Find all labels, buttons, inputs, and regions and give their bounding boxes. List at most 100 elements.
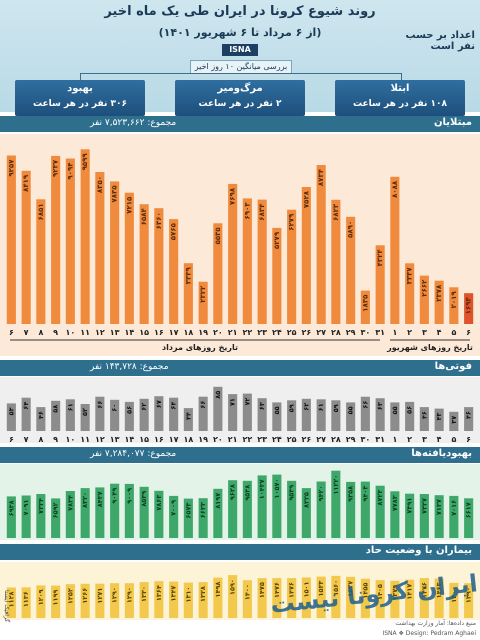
data-label: ۱۳۴۷	[170, 586, 178, 602]
tick-label: ۴	[437, 328, 442, 337]
data-label: ۹۰۴۹	[111, 488, 119, 504]
data-label: ۷۳۲۷	[420, 498, 428, 514]
bar	[301, 398, 311, 431]
data-label: ۶۲	[302, 403, 310, 411]
bar	[331, 400, 341, 431]
bar	[183, 582, 193, 618]
bar	[419, 407, 429, 431]
bar	[449, 582, 459, 618]
tick-label: ۵	[451, 435, 456, 443]
bar	[405, 401, 415, 431]
data-label: ۲۳۲۲	[199, 285, 207, 303]
bar	[51, 585, 61, 618]
bar	[80, 583, 90, 618]
data-label: ۴۶	[465, 411, 473, 419]
data-label: ۶۸۵۱	[37, 203, 45, 220]
bar	[65, 158, 75, 324]
data-label: ۱۶۹۳	[465, 296, 473, 314]
bar	[36, 494, 46, 538]
data-label: ۱۱۲۸	[7, 591, 15, 607]
tick-label: ۲۳	[257, 328, 267, 337]
average-label: بررسی میانگین ۱۰ روز اخیر	[190, 60, 292, 74]
data-label: ۱۳۷۹	[391, 585, 399, 601]
tick-label: ۳۱	[375, 328, 385, 337]
section-title: بیماران با وضعیت حاد	[365, 545, 472, 556]
bar	[375, 485, 385, 538]
data-label: ۶۴	[170, 402, 178, 410]
data-label: ۱۵۳۳	[317, 581, 325, 597]
bar	[36, 407, 46, 431]
tick-label: ۲۸	[331, 435, 341, 443]
data-label: ۷۱۳۷	[435, 499, 443, 515]
data-label: ۷۷۸۳	[391, 495, 399, 511]
tick-label: ۱۶	[154, 328, 164, 337]
bar	[419, 578, 429, 618]
data-label: ۱۲۷۱	[96, 588, 104, 604]
tick-label: ۲۷	[316, 435, 326, 443]
tick-label: ۲۱	[228, 435, 238, 443]
average-title: مرگ‌ومیر	[217, 83, 263, 94]
data-label: ۸۴۱۹	[22, 174, 30, 192]
bar	[331, 575, 341, 618]
tick-label: ۱۱	[80, 328, 90, 337]
data-label: ۸۷۳۴	[317, 168, 325, 186]
chart-background	[0, 464, 480, 540]
tick-label: ۲	[407, 328, 412, 337]
data-label: ۸۷۲۳	[376, 490, 384, 506]
data-label: ۶۶	[361, 401, 369, 409]
data-label: ۸۰۸۸	[391, 180, 399, 198]
data-label: ۶۵۷۳	[184, 503, 192, 519]
bar	[21, 170, 31, 324]
data-label: ۱۳۶۴	[155, 585, 163, 601]
tick-label: ۲۱	[228, 328, 238, 337]
tick-label: ۳۱	[375, 435, 385, 443]
data-label: ۱۴۰۰	[243, 584, 251, 600]
data-label: ۶۵۹۲	[52, 502, 60, 518]
data-label: ۱۳۰۰	[450, 587, 458, 603]
bar	[464, 583, 474, 618]
data-label: ۹۵۹۹	[81, 153, 89, 171]
average-title: ابتلا	[390, 83, 410, 94]
bar	[301, 187, 311, 324]
tick-label: ۱۷	[169, 435, 179, 443]
bar	[287, 480, 297, 538]
bar	[95, 583, 105, 618]
bar	[36, 585, 46, 618]
tick-label: ۲۹	[346, 328, 356, 337]
month-label: تاریخ روزهای شهریور	[386, 343, 473, 352]
section-title: بهبودیافته‌ها	[411, 448, 472, 459]
bar	[21, 587, 31, 618]
tick-label: ۲۲	[243, 328, 253, 337]
bar	[375, 580, 385, 618]
chart-background	[0, 562, 480, 620]
data-label: ۴۳	[435, 413, 443, 421]
tick-label: ۱۲	[95, 328, 105, 337]
tick-label: ۹	[53, 328, 58, 337]
average-box-cases: ابتلا ۱۰۸ نفر در هر ساعت	[335, 80, 465, 116]
data-label: ۹۲۳۷	[52, 159, 60, 177]
design-credit: ISNA ❖ Design: Pedram Aghaei	[382, 630, 476, 637]
data-label: ۱۲۹۰	[125, 587, 133, 603]
recovered-chart: ۶۹۳۸ ۷۰۹۱ ۷۳۳۴ ۶۵۹۲ ۷۸۳۴ ۸۳۲۰ ۸۴۳۷ ۹۰۴۹ ۹۰۰۹ ۸۵۳۹…	[0, 464, 480, 540]
data-label: ۶۹۰۳	[243, 202, 251, 220]
bar	[419, 275, 429, 324]
bar	[169, 495, 179, 538]
bar	[301, 488, 311, 538]
data-label: ۱۴۷۶	[288, 582, 296, 598]
chart-background	[0, 377, 480, 443]
data-label: ۷۳۹۱	[406, 498, 414, 514]
average-value: ۳۰۶ نفر در هر ساعت	[32, 99, 128, 109]
source-credit: منبع داده‌ها: آمار وزارت بهداشت	[395, 620, 476, 627]
bar	[434, 578, 444, 618]
data-label: ۹۳۵۸	[347, 486, 355, 502]
data-label: ۶۱	[317, 403, 325, 411]
tick-label: ۲۵	[287, 435, 297, 443]
bar	[65, 491, 75, 538]
bar	[272, 578, 282, 618]
tick-label: ۱۵	[139, 435, 149, 443]
bar	[213, 488, 223, 538]
data-label: ۳۳۳۹	[184, 266, 192, 284]
bar	[169, 219, 179, 324]
tick-label: ۳۰	[361, 435, 371, 443]
bar	[301, 577, 311, 618]
